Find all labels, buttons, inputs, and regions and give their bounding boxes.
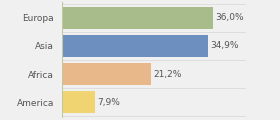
Text: 36,0%: 36,0% [215, 13, 244, 22]
Bar [62, 35, 208, 57]
Text: 21,2%: 21,2% [153, 70, 181, 79]
Text: 34,9%: 34,9% [211, 41, 239, 50]
Bar [62, 91, 95, 113]
Bar [62, 7, 213, 29]
Bar [62, 63, 151, 85]
Text: 7,9%: 7,9% [97, 98, 120, 107]
